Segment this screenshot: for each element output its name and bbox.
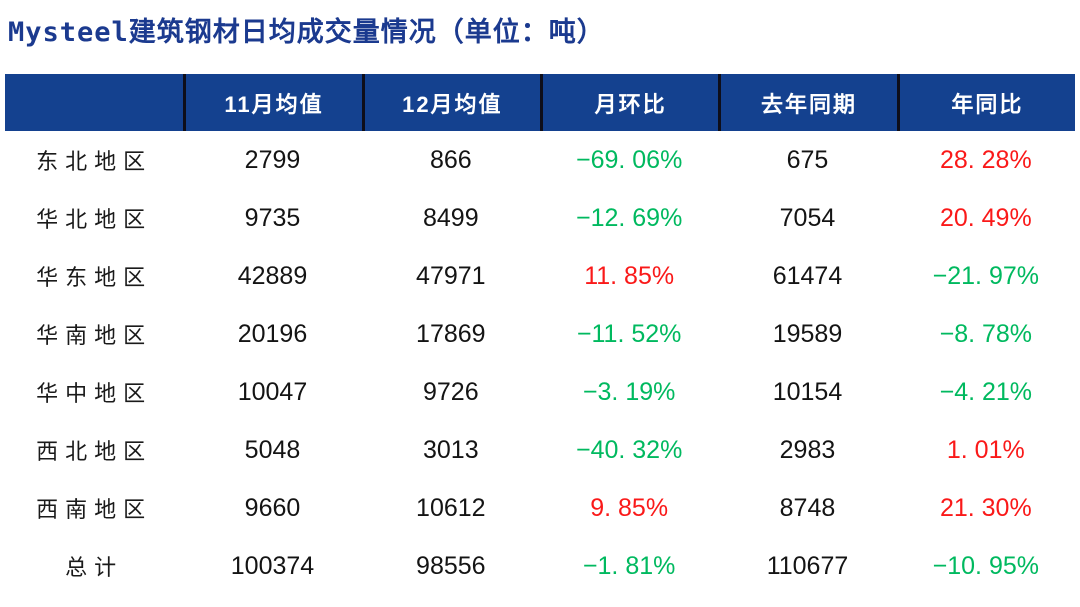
mom-cell: −11. 52%: [576, 319, 682, 348]
nov-avg-cell: 100374: [230, 551, 315, 580]
mom-cell: 11. 85%: [584, 261, 675, 290]
yoy-cell: 1. 01%: [946, 435, 1025, 464]
table-row: 东北地区 2799 866 −69. 06% 675 28. 28%: [5, 131, 1075, 189]
last-year-cell: 8748: [779, 493, 836, 522]
yoy-cell: −10. 95%: [932, 551, 1039, 580]
last-year-cell: 10154: [772, 377, 843, 406]
dec-avg-cell: 9726: [423, 377, 479, 406]
nov-avg-cell: 42889: [237, 261, 308, 290]
region-cell: 华北地区: [36, 208, 153, 233]
table-row: 西北地区 5048 3013 −40. 32% 2983 1. 01%: [5, 421, 1075, 479]
header-yoy: 年同比: [896, 74, 1075, 131]
region-cell: 东北地区: [36, 150, 153, 175]
last-year-cell: 7054: [779, 203, 836, 232]
mom-cell: −1. 81%: [582, 551, 676, 580]
table-row: 西南地区 9660 10612 9. 85% 8748 21. 30%: [5, 479, 1075, 537]
nov-avg-cell: 20196: [237, 319, 308, 348]
last-year-cell: 110677: [766, 551, 849, 580]
header-region: [5, 74, 184, 131]
header-nov-avg: 11月均值: [183, 74, 362, 131]
mom-cell: −40. 32%: [575, 435, 683, 464]
nov-avg-cell: 2799: [244, 145, 301, 174]
nov-avg-cell: 10047: [237, 377, 308, 406]
mom-cell: 9. 85%: [590, 493, 669, 522]
header-last-year: 去年同期: [718, 74, 897, 131]
last-year-cell: 675: [786, 145, 829, 174]
region-cell: 西北地区: [36, 440, 153, 465]
nov-avg-cell: 9735: [244, 203, 301, 232]
mom-cell: −12. 69%: [575, 203, 683, 232]
dec-avg-cell: 47971: [416, 261, 486, 290]
dec-avg-cell: 8499: [423, 203, 479, 232]
table-header-row: 11月均值 12月均值 月环比 去年同期 年同比: [5, 74, 1075, 131]
dec-avg-cell: 98556: [416, 551, 486, 580]
region-cell: 西南地区: [36, 498, 153, 523]
header-mom: 月环比: [539, 74, 719, 131]
table-row: 华北地区 9735 8499 −12. 69% 7054 20. 49%: [5, 189, 1075, 247]
table-row: 华东地区 42889 47971 11. 85% 61474 −21. 97%: [5, 247, 1075, 305]
last-year-cell: 19589: [772, 319, 843, 348]
dec-avg-cell: 3013: [423, 435, 479, 464]
region-cell: 华南地区: [36, 324, 153, 349]
mom-cell: −69. 06%: [575, 145, 683, 174]
yoy-cell: −21. 97%: [932, 261, 1039, 290]
last-year-cell: 61474: [772, 261, 843, 290]
mom-cell: −3. 19%: [582, 377, 676, 406]
nov-avg-cell: 9660: [244, 493, 301, 522]
yoy-cell: 21. 30%: [939, 493, 1032, 522]
nov-avg-cell: 5048: [244, 435, 301, 464]
page-title: Mysteel建筑钢材日均成交量情况（单位：吨）: [8, 17, 605, 48]
region-cell: 华中地区: [36, 382, 153, 407]
yoy-cell: −4. 21%: [939, 377, 1033, 406]
region-cell: 总计: [65, 556, 124, 581]
last-year-cell: 2983: [779, 435, 836, 464]
dec-avg-cell: 10612: [416, 493, 486, 522]
table-row: 华南地区 20196 17869 −11. 52% 19589 −8. 78%: [5, 305, 1075, 363]
dec-avg-cell: 866: [429, 145, 472, 174]
region-cell: 华东地区: [36, 266, 153, 291]
table-row: 华中地区 10047 9726 −3. 19% 10154 −4. 21%: [5, 363, 1075, 421]
dec-avg-cell: 17869: [416, 319, 486, 348]
volume-table: 11月均值 12月均值 月环比 去年同期 年同比 东北地区 2799 866 −…: [5, 74, 1075, 595]
yoy-cell: 20. 49%: [939, 203, 1032, 232]
yoy-cell: 28. 28%: [939, 145, 1032, 174]
yoy-cell: −8. 78%: [939, 319, 1033, 348]
header-dec-avg: 12月均值: [361, 74, 540, 131]
table-row-total: 总计 100374 98556 −1. 81% 110677 −10. 95%: [5, 537, 1075, 595]
